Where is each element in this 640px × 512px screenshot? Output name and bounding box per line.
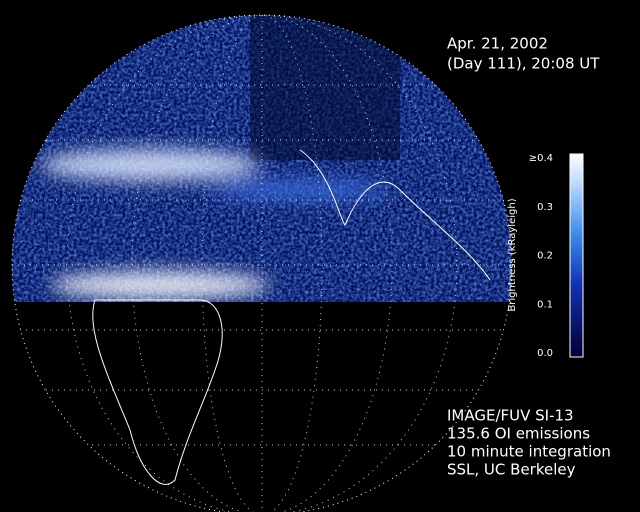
footer-line: SSL, UC Berkeley: [447, 461, 576, 479]
colorbar-tick-label: 0.1: [537, 299, 553, 310]
colorbar-tick-label: ≥0.4: [529, 153, 553, 164]
coastline: [299, 149, 491, 281]
emission-map: [12, 15, 512, 302]
limb: [11, 14, 513, 512]
colorbar-tick-label: 0.3: [537, 202, 553, 213]
colorbar-ticks: ≥0.4 0.3 0.2 0.1 0.0: [529, 153, 553, 359]
footer-line: 135.6 OI emissions: [447, 425, 590, 443]
colorbar-tick-label: 0.2: [537, 251, 553, 262]
footer-line: IMAGE/FUV SI-13: [447, 407, 574, 425]
graticule: [12, 15, 512, 512]
colorbar: [569, 153, 584, 358]
coastline: [92, 299, 223, 485]
colorbar-tick-label: 0.0: [537, 348, 553, 359]
day-time: (Day 111), 20:08 UT: [447, 55, 600, 73]
colorbar-title: Brightness (kRayleigh): [507, 198, 518, 311]
date: Apr. 21, 2002: [447, 35, 548, 53]
footer-line: 10 minute integration: [447, 443, 611, 461]
